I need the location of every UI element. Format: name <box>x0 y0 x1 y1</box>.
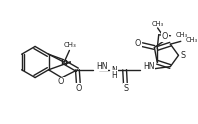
Text: O: O <box>135 39 141 48</box>
Text: CH₃: CH₃ <box>64 42 76 48</box>
Text: H: H <box>111 71 117 80</box>
Text: CH₃: CH₃ <box>151 21 164 27</box>
Text: HN: HN <box>96 62 108 71</box>
Text: O: O <box>58 77 64 86</box>
Text: S: S <box>181 51 186 60</box>
Text: CH₃: CH₃ <box>176 32 188 38</box>
Text: O: O <box>75 84 82 93</box>
Text: S: S <box>123 84 128 93</box>
Text: HN: HN <box>143 62 155 71</box>
Text: N: N <box>111 66 117 75</box>
Text: O: O <box>162 32 168 41</box>
Text: CH₃: CH₃ <box>186 37 198 43</box>
